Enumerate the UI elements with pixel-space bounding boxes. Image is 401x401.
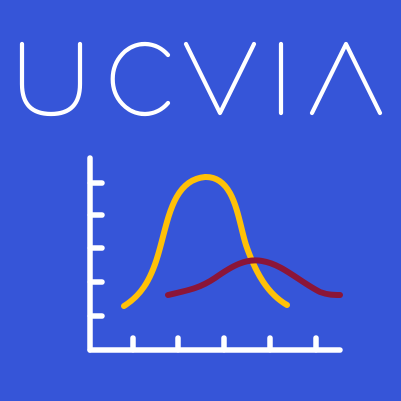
- wordmark-letters: [19, 41, 383, 117]
- chart-axes: [87, 155, 343, 353]
- letter-a: [309, 41, 383, 116]
- distribution-curves-chart-icon: [87, 155, 343, 353]
- maroon-bell-curve: [165, 257, 343, 298]
- letter-u: [19, 41, 83, 117]
- letter-v: [183, 41, 257, 116]
- letter-c: [110, 41, 171, 117]
